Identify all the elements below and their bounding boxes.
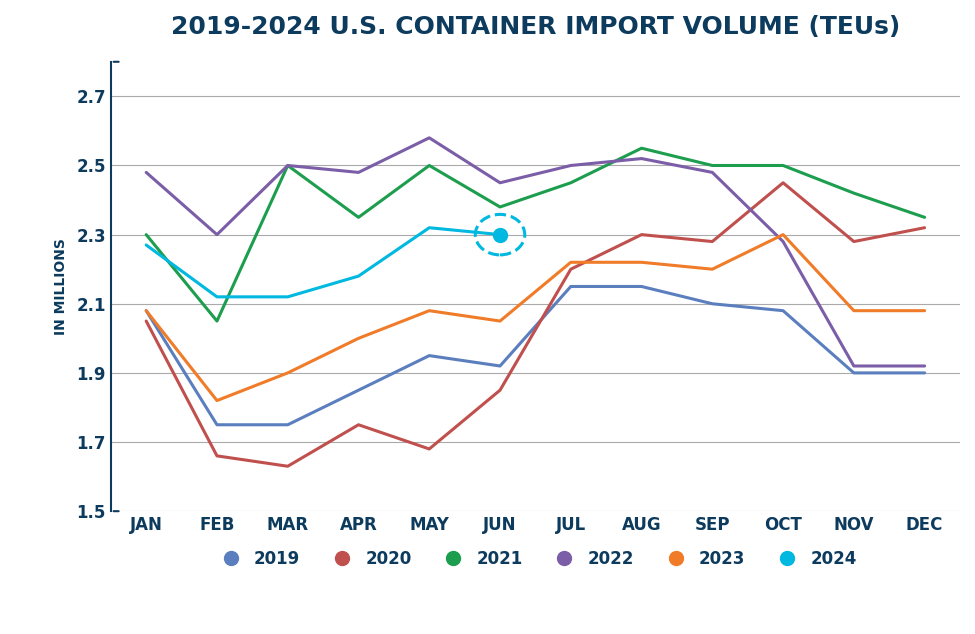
Y-axis label: IN MILLIONS: IN MILLIONS (54, 238, 68, 335)
Legend: 2019, 2020, 2021, 2022, 2023, 2024: 2019, 2020, 2021, 2022, 2023, 2024 (208, 543, 864, 575)
Title: 2019-2024 U.S. CONTAINER IMPORT VOLUME (TEUs): 2019-2024 U.S. CONTAINER IMPORT VOLUME (… (171, 15, 900, 39)
